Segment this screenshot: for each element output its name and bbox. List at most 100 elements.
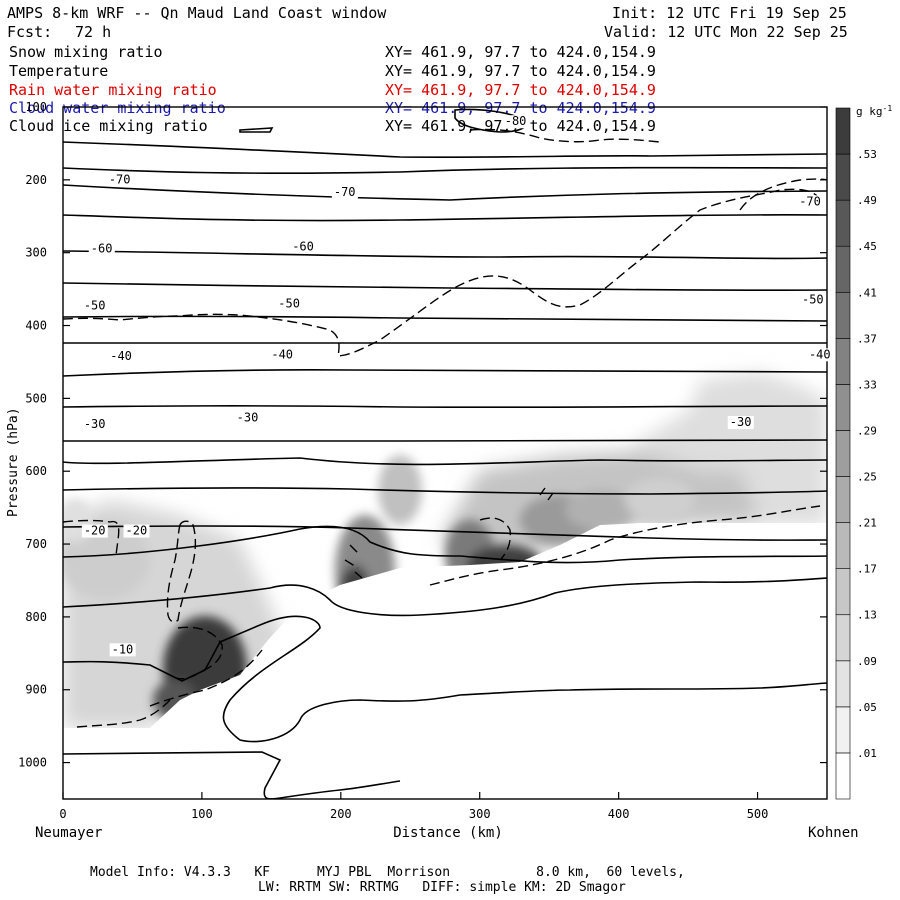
contour-label-bg — [276, 297, 303, 311]
cloud-ice-contours — [63, 128, 827, 728]
colorbar-swatch — [835, 291, 851, 339]
forecast-hours: 72 h — [75, 23, 112, 41]
colorbar-swatch — [835, 660, 851, 708]
contour-label: -40 — [110, 349, 132, 363]
contour-label-bg — [88, 242, 115, 256]
contour-label: -70 — [799, 194, 821, 208]
contour-label-bg — [799, 293, 826, 307]
contour-label-bg — [269, 348, 296, 362]
x-tick-label: 500 — [747, 807, 769, 821]
legend-name-cloud-water: Cloud water mixing ratio — [9, 99, 226, 117]
legend-xy-temperature: XY= 461.9, 97.7 to 424.0,154.9 — [385, 62, 656, 80]
temperature-contour-labels: -80 -70 -70 -70 -60 -60 -50 -50 -50 -40 -40 -40 -30 -… — [81, 114, 833, 657]
legend-xy-snow: XY= 461.9, 97.7 to 424.0,154.9 — [385, 43, 656, 61]
colorbar-tick-label: .17 — [857, 563, 877, 576]
colorbar-tick-label: .01 — [857, 747, 877, 760]
colorbar-swatch — [835, 568, 851, 616]
legend-name-temperature: Temperature — [9, 62, 109, 80]
contour-label-bg — [81, 418, 108, 432]
colorbar-swatch — [835, 752, 851, 800]
contour-label: -30 — [84, 417, 106, 431]
contour-label-bg — [234, 411, 261, 425]
colorbar-tick-label: .09 — [857, 655, 877, 668]
contour-label-bg — [81, 524, 108, 538]
contour-label-bg — [331, 185, 358, 199]
contour-label: -80 — [505, 114, 527, 128]
colorbar-swatch — [835, 706, 851, 754]
model-info-line2: LW: RRTM SW: RRTMG DIFF: simple KM: 2D S… — [258, 880, 626, 895]
contour-label: -20 — [84, 524, 106, 538]
contour-label-bg — [81, 299, 108, 313]
legend-name-snow: Snow mixing ratio — [9, 43, 163, 61]
chart-title: AMPS 8-km WRF -- Qn Maud Land Coast wind… — [7, 4, 387, 22]
contour-label: -50 — [278, 296, 300, 310]
colorbar-swatch — [835, 430, 851, 477]
y-tick-label: 400 — [25, 319, 47, 333]
colorbar: .01 .05 .09 .13 .17 .21 .25 .29 .33 .37 .41 .45 .49.… — [835, 107, 877, 800]
forecast-label: Fcst: — [7, 23, 53, 41]
contour-label: -20 — [126, 524, 148, 538]
cloud-ice-top-contours — [239, 108, 527, 133]
contour-label: -60 — [91, 242, 113, 256]
y-axis-title: Pressure (hPa) — [6, 407, 21, 517]
contour-label: -40 — [271, 347, 293, 361]
y-tick-label: 900 — [25, 683, 47, 697]
snow-mixing-shading — [63, 372, 827, 728]
colorbar-swatch — [835, 522, 851, 569]
colorbar-swatch — [835, 199, 851, 247]
legend-xy-rain: XY= 461.9, 97.7 to 424.0,154.9 — [385, 81, 656, 99]
contour-label: -30 — [237, 411, 259, 425]
colorbar-swatch — [835, 614, 851, 662]
colorbar-swatch — [835, 245, 851, 293]
y-tick-label: 300 — [25, 246, 47, 260]
colorbar-tick-label: .29 — [857, 424, 877, 437]
contour-label: -70 — [334, 185, 356, 199]
colorbar-tick-label: .37 — [857, 332, 877, 345]
colorbar-tick-label: .53 — [857, 148, 877, 161]
y-tick-label: 1000 — [18, 756, 47, 770]
contour-label-bg — [109, 643, 136, 657]
x-tick-label: 200 — [330, 807, 352, 821]
colorbar-unit-main: g kg — [856, 105, 883, 118]
x-axis-title: Distance (km) — [393, 825, 503, 841]
contour-label: -70 — [109, 172, 131, 186]
colorbar-tick-label: .41 — [857, 286, 877, 299]
y-tick-label: 200 — [25, 173, 47, 187]
temperature-contours — [63, 141, 827, 799]
colorbar-unit-exp: -1 — [883, 104, 893, 113]
x-tick-label: 300 — [469, 807, 491, 821]
colorbar-swatch — [835, 476, 851, 523]
y-tick-label: 100 — [25, 100, 47, 114]
colorbar-swatch — [835, 153, 851, 201]
contour-label: -60 — [292, 239, 314, 253]
colorbar-swatch — [835, 107, 851, 155]
legend-name-cloud-ice: Cloud ice mixing ratio — [9, 117, 208, 135]
legend-name-rain: Rain water mixing ratio — [9, 81, 217, 99]
x-tick-label: 400 — [608, 807, 630, 821]
valid-time: Valid: 12 UTC Mon 22 Sep 25 — [604, 23, 848, 41]
model-info-line1: Model Info: V4.3.3 KF MYJ PBL Morrison 8… — [90, 865, 685, 880]
contour-label-bg — [290, 240, 317, 254]
y-tick-label: 600 — [25, 464, 47, 478]
x-axis: 0 100 200 300 400 500 — [59, 792, 768, 821]
x-tick-label: 0 — [59, 807, 66, 821]
init-time: Init: 12 UTC Fri 19 Sep 25 — [612, 4, 847, 22]
contour-label-bg — [806, 348, 833, 362]
contour-label-bg — [106, 173, 133, 187]
contour-label: -50 — [802, 293, 824, 307]
contour-label: -50 — [84, 299, 106, 313]
colorbar-tick-label: .25 — [857, 471, 877, 484]
x-right-station: Kohnen — [808, 825, 859, 841]
colorbar-tick-label: .49 — [857, 194, 877, 207]
contour-label-bg — [727, 416, 754, 430]
y-tick-label: 700 — [25, 537, 47, 551]
contour-label: -30 — [730, 415, 752, 429]
contour-label-bg — [123, 524, 150, 538]
plot-frame — [62, 106, 828, 800]
legend-xy-cloud-water: XY= 461.9, 97.7 to 424.0,154.9 — [385, 99, 656, 117]
colorbar-swatch — [835, 338, 851, 385]
contour-label-bg — [797, 195, 824, 209]
contour-label-bg — [108, 349, 135, 363]
colorbar-tick-label: .33 — [857, 378, 877, 391]
